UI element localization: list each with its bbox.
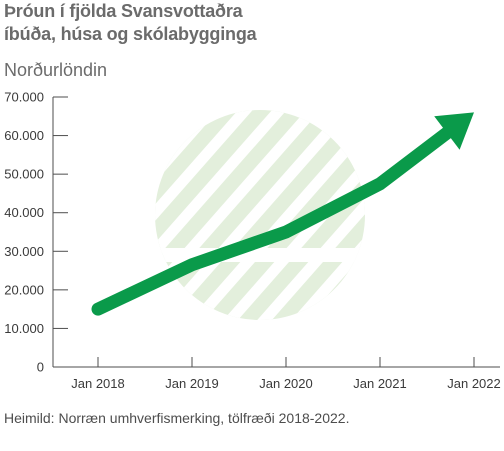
y-tick-label: 40.000 — [4, 205, 44, 220]
arrow-head — [434, 112, 474, 150]
swan-logo-icon — [155, 110, 365, 320]
x-axis: Jan 2018 Jan 2019 Jan 2020 Jan 2021 Jan 2022 — [53, 357, 501, 391]
x-tick-label: Jan 2020 — [259, 376, 313, 391]
y-tick-label: 30.000 — [4, 244, 44, 259]
chart-title: Þróun í fjölda Svansvottaðra íbúða, húsa… — [4, 0, 484, 46]
chart-subtitle: Norðurlöndin — [4, 60, 108, 80]
chart-title-line-2: íbúða, húsa og skólabygginga — [4, 24, 257, 44]
data-series — [91, 112, 475, 316]
y-tick-label: 70.000 — [4, 90, 44, 105]
y-tick-label: 10.000 — [4, 321, 44, 336]
y-axis: 0 10.000 20.000 30.000 40.000 50.000 60.000 70.… — [4, 90, 68, 375]
x-tick-label: Jan 2021 — [353, 376, 407, 391]
y-tick-label: 0 — [37, 360, 44, 375]
y-tick-label: 50.000 — [4, 167, 44, 182]
y-tick-label: 60.000 — [4, 128, 44, 143]
x-tick-label: Jan 2019 — [165, 376, 219, 391]
chart-title-line-1: Þróun í fjölda Svansvottaðra — [4, 1, 243, 21]
x-tick-label: Jan 2018 — [71, 376, 125, 391]
x-tick-label: Jan 2022 — [447, 376, 501, 391]
source-note: Heimild: Norræn umhverfismerking, tölfræ… — [4, 410, 350, 426]
y-tick-label: 20.000 — [4, 282, 44, 297]
